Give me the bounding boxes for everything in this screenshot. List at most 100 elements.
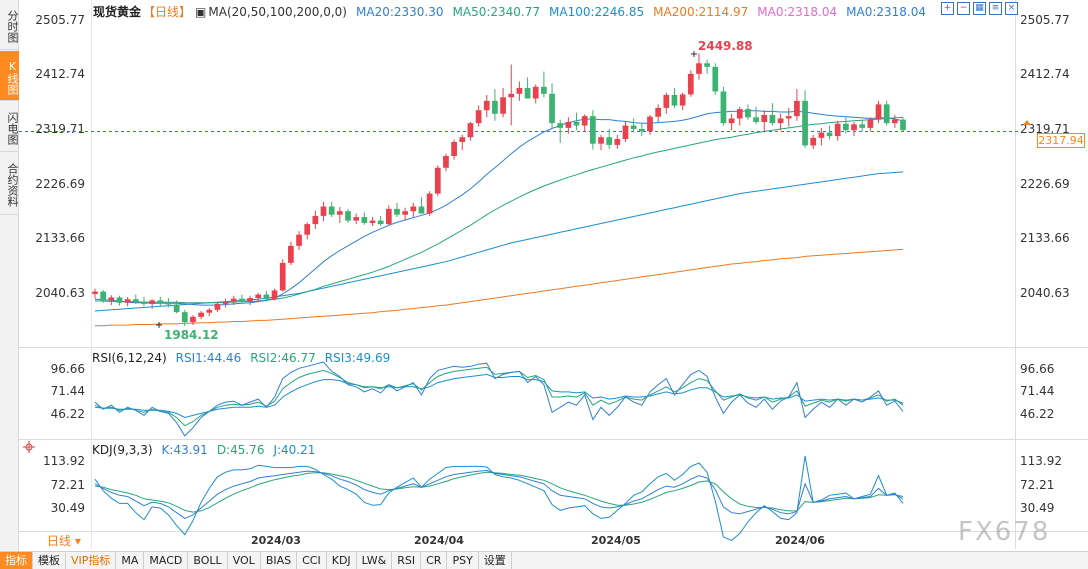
tab-cci[interactable]: CCI (297, 552, 327, 569)
candle-body (516, 87, 523, 94)
candle-body (92, 291, 98, 294)
candle-body (541, 86, 547, 94)
zoom-out-icon[interactable]: − (957, 2, 970, 15)
high-marker: 2449.88 (691, 39, 753, 57)
rsi-label-left: 46.22 (51, 407, 85, 421)
ma50-value: MA50:2340.77 (452, 5, 541, 19)
chart-toolbar: + − ▦ ≡ × (941, 2, 1018, 15)
tab-contract-info[interactable]: 合约资料 (0, 153, 19, 215)
price-label-right: 2319.71 (1020, 122, 1070, 136)
candle-body (230, 298, 237, 302)
tab-macd[interactable]: MACD (144, 552, 189, 569)
tab-flash-chart[interactable]: 闪电图 (0, 102, 19, 152)
rsi-label-right: 46.22 (1020, 407, 1054, 421)
kdj-title[interactable]: KDJ(9,3,3) (92, 443, 153, 457)
tab-vol[interactable]: VOL (228, 552, 261, 569)
kdj-settings-icon[interactable] (23, 441, 35, 453)
chart-canvas[interactable]: 2505.77 2412.74 2319.71 2226.69 2133.66 … (19, 0, 1088, 549)
side-tab-strip: 分时图 K线图 闪电图 合约资料 (0, 0, 19, 569)
kdj-label-left: 72.21 (51, 478, 85, 492)
candle-body (279, 262, 286, 291)
candles (92, 53, 906, 327)
kdj-k-line (94, 469, 904, 519)
rsi-title[interactable]: RSI(6,12,24) (92, 351, 167, 365)
candle-body (802, 100, 808, 146)
tab-kdj[interactable]: KDJ (327, 552, 357, 569)
candle-body (141, 301, 147, 304)
candle-body (467, 123, 474, 138)
rsi-legend: RSI(6,12,24) RSI1:44.46 RSI2:46.77 RSI3:49.… (92, 351, 399, 365)
tab-templates[interactable]: 模板 (33, 552, 66, 569)
tab-ma[interactable]: MA (116, 552, 145, 569)
ma50-line (95, 116, 904, 304)
ma20-value: MA20:2330.30 (356, 5, 444, 19)
time-label: 2024/03 (251, 534, 301, 547)
candle-body (875, 104, 882, 120)
candle-body (222, 301, 229, 304)
candle-body (679, 94, 686, 106)
tab-settings[interactable]: 设置 (479, 552, 512, 569)
candle-body (867, 119, 874, 128)
candle-body (149, 300, 155, 304)
candle-body (655, 107, 662, 117)
candle-body (181, 312, 188, 323)
candle-body (132, 299, 139, 302)
rsi-label-left: 71.44 (51, 384, 85, 398)
period-selector[interactable]: 日线 ▾ (47, 534, 81, 548)
candle-body (410, 206, 417, 212)
candle-body (712, 66, 719, 92)
candle-body (255, 294, 262, 299)
candle-body (108, 297, 115, 301)
ma-params[interactable]: MA(20,50,100,200,0,0) (208, 5, 347, 19)
candle-body (524, 87, 531, 99)
tab-rsi[interactable]: RSI (392, 552, 422, 569)
bars-icon[interactable]: ≡ (989, 2, 1002, 15)
period-label[interactable]: 【日线】 (143, 5, 192, 19)
tab-kline[interactable]: K线图 (0, 51, 19, 101)
candle-body (891, 119, 898, 124)
candle-body (483, 100, 490, 111)
candle-body (500, 97, 506, 114)
chart-area: 2505.77 2412.74 2319.71 2226.69 2133.66 … (19, 0, 1088, 549)
ma-chart-icon[interactable]: ▣ (195, 5, 207, 19)
price-label-right: 2412.74 (1020, 67, 1070, 81)
candle-body (475, 110, 482, 124)
tab-timeshare[interactable]: 分时图 (0, 0, 19, 50)
tab-indicators[interactable]: 指标 (0, 552, 33, 569)
candle-body (198, 312, 204, 317)
rsi1-value: RSI1:44.46 (175, 351, 242, 365)
candle-body (736, 109, 743, 119)
candle-body (165, 302, 172, 305)
price-label-left: 2319.71 (35, 122, 85, 136)
candle-body (622, 125, 629, 140)
tab-lw[interactable]: LW& (357, 552, 393, 569)
candle-body (851, 124, 857, 131)
kdj-label-right: 113.92 (1020, 454, 1062, 468)
low-price-label: 1984.12 (164, 328, 219, 342)
tab-cr[interactable]: CR (421, 552, 448, 569)
candle-body (810, 137, 817, 146)
kdj-legend: KDJ(9,3,3) K:43.91 D:45.76 J:40.21 (92, 443, 324, 457)
candle-body (720, 91, 727, 124)
zoom-in-icon[interactable]: + (941, 2, 954, 15)
tab-vip-indicators[interactable]: VIP指标 (66, 552, 117, 569)
candle-body (492, 100, 498, 114)
tab-psy[interactable]: PSY (447, 552, 479, 569)
candle-body (728, 118, 735, 124)
close-icon[interactable]: × (1005, 2, 1018, 15)
tab-bias[interactable]: BIAS (261, 552, 298, 569)
candle-body (385, 208, 392, 225)
ma0-value: MA0:2318.04 (846, 5, 927, 19)
candle-body (206, 309, 213, 313)
tab-boll[interactable]: BOLL (188, 552, 228, 569)
candle-body (304, 224, 311, 235)
candle-body (794, 100, 800, 117)
grid-icon[interactable]: ▦ (973, 2, 986, 15)
ma20-line (94, 110, 904, 306)
candle-body (214, 303, 221, 310)
watermark-logo: FX678 (958, 517, 1051, 547)
candle-body (508, 93, 515, 98)
rsi-label-left: 96.66 (51, 362, 85, 376)
ma0-value: MA0:2318.04 (757, 5, 838, 19)
candle-body (785, 116, 792, 119)
